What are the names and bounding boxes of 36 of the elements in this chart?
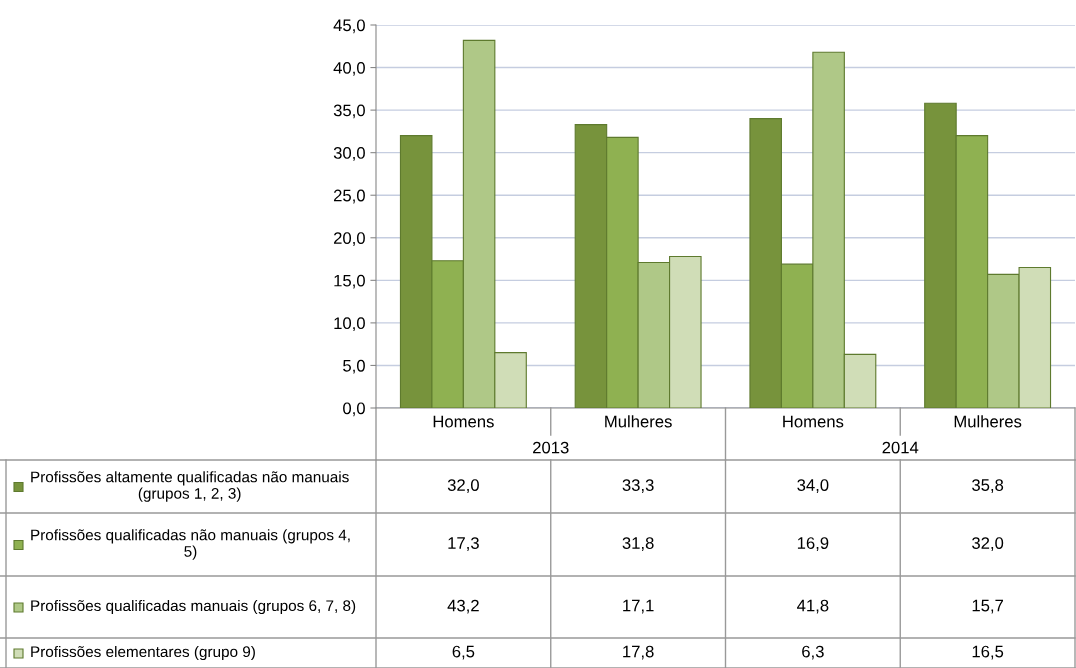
data-label: 16,9 — [797, 537, 829, 551]
x-tick-label: Homens — [783, 415, 844, 428]
data-label: 6,5 — [452, 645, 475, 660]
data-label: 32,0 — [447, 479, 479, 493]
data-label: 16,5 — [972, 645, 1004, 660]
y-tick-label: 25,0 — [333, 189, 365, 204]
legend-label: Profissões altamente qualificadas não manuais (grupos 1, 2, 3) — [31, 471, 349, 502]
y-tick-label: 15,0 — [334, 274, 365, 289]
x-tick-label: Mulheres — [954, 415, 1022, 428]
y-tick-label: 5,0 — [343, 359, 365, 374]
y-tick-label: 10,0 — [334, 317, 365, 332]
y-tick-label: 35,0 — [333, 104, 365, 119]
y-tick-label: 30,0 — [333, 147, 365, 161]
text: 2013 — [533, 441, 569, 454]
data-label: 15,7 — [972, 599, 1004, 614]
data-label: 6,3 — [802, 645, 824, 660]
x-tick-label: Homens — [433, 415, 494, 428]
text: 2014 — [882, 441, 919, 454]
y-tick-label: 0,0 — [343, 402, 365, 417]
legend-label: Profissões elementares (grupo 9) — [31, 645, 255, 661]
data-label: 32,0 — [972, 537, 1004, 551]
data-label: 43,2 — [447, 599, 479, 614]
data-label: 41,8 — [797, 599, 829, 614]
y-tick-label: 45,0 — [333, 19, 365, 34]
data-label: 17,3 — [448, 537, 479, 551]
data-label: 33,3 — [622, 479, 654, 493]
y-tick-label: 40,0 — [333, 61, 365, 76]
legend-label: Profissões qualificadas não manuais (grupos 4, 5) — [31, 529, 350, 560]
data-label: 35,8 — [972, 479, 1004, 493]
data-label: 17,8 — [623, 645, 654, 660]
data-label: 31,8 — [622, 537, 654, 551]
data-label: 17,1 — [623, 599, 654, 614]
x-tick-label: Mulheres — [605, 415, 672, 428]
y-tick-label: 20,0 — [333, 232, 365, 246]
data-label: 34,0 — [797, 479, 829, 493]
legend-label: Profissões qualificadas manuais (grupos 6, 7, 8) — [31, 599, 356, 615]
